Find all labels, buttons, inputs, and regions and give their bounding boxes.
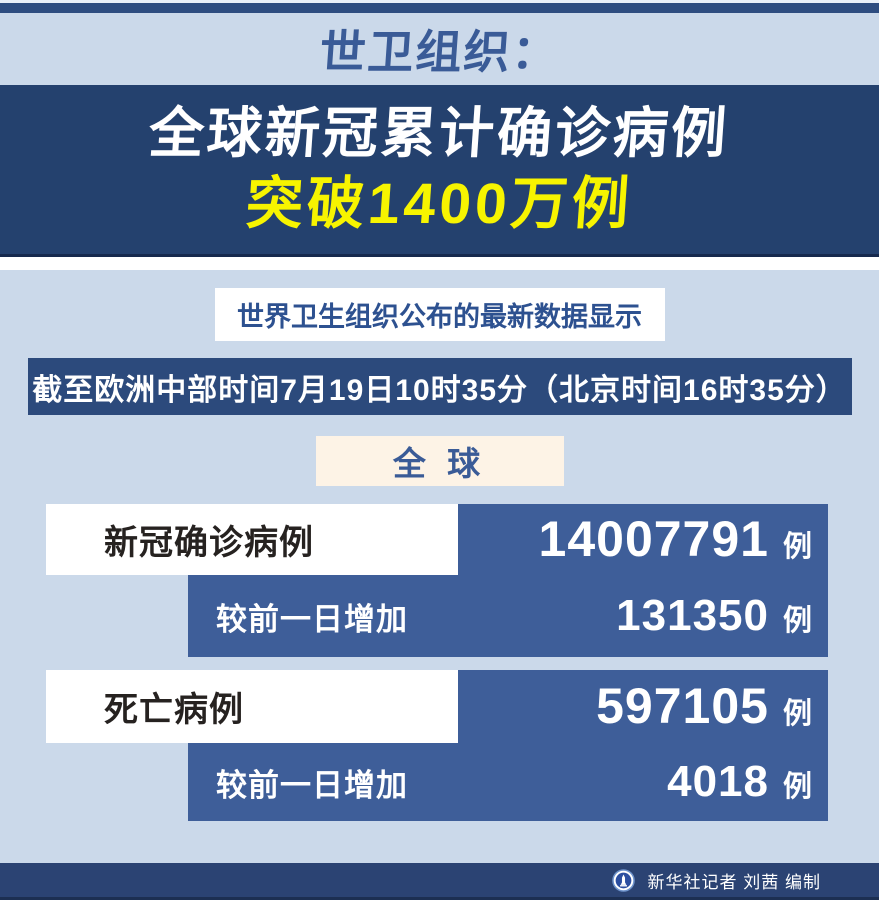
subtitle-text: 世界卫生组织公布的最新数据显示 xyxy=(237,302,642,332)
main-content: 世界卫生组织公布的最新数据显示 截至欧洲中部时间7月19日10时35分（北京时间… xyxy=(0,270,879,863)
stat-value: 597105 xyxy=(596,678,769,734)
main-title-line2: 突破1400万例 xyxy=(243,172,636,237)
xinhua-emblem-icon xyxy=(611,868,635,892)
footer-credit: 新华社记者 刘茜 编制 xyxy=(647,872,821,892)
top-light-strip xyxy=(0,0,879,3)
stat-label: 新冠确诊病例 xyxy=(104,524,314,562)
scope-badge: 全 球 xyxy=(315,436,564,486)
death-cases-group: 死亡病例 597105 例 较前一日增加 4018 例 xyxy=(0,670,879,821)
stat-sub-value-group: 4018 例 xyxy=(667,743,812,821)
stat-label-box: 新冠确诊病例 xyxy=(46,504,458,575)
stat-sub-value-group: 131350 例 xyxy=(616,575,812,657)
stat-sub-unit: 例 xyxy=(782,771,812,803)
subtitle-box: 世界卫生组织公布的最新数据显示 xyxy=(214,288,665,341)
stat-unit: 例 xyxy=(782,698,812,730)
top-navy-bar xyxy=(0,3,879,13)
footer-bar: 新华社记者 刘茜 编制 xyxy=(0,863,879,900)
stat-label-box: 死亡病例 xyxy=(46,670,458,743)
stat-sub-value: 131350 xyxy=(616,591,769,640)
time-note-text: 截至欧洲中部时间7月19日10时35分（北京时间16时35分） xyxy=(32,373,847,407)
stat-sub-value: 4018 xyxy=(667,757,769,806)
stat-label: 死亡病例 xyxy=(104,691,244,729)
org-title: 世卫组织： xyxy=(317,26,562,78)
divider-strip xyxy=(0,257,879,270)
scope-label: 全 球 xyxy=(392,445,487,482)
confirmed-cases-group: 新冠确诊病例 14007791 例 较前一日增加 131350 例 xyxy=(0,504,879,657)
stat-sub-label: 较前一日增加 xyxy=(216,768,408,803)
main-title-line1: 全球新冠累计确诊病例 xyxy=(147,101,732,164)
header: 世卫组织： xyxy=(0,13,879,85)
stat-value-box: 597105 例 xyxy=(458,670,828,743)
time-banner: 截至欧洲中部时间7月19日10时35分（北京时间16时35分） xyxy=(27,358,852,415)
table-row: 较前一日增加 4018 例 xyxy=(188,743,828,821)
table-row: 死亡病例 597105 例 xyxy=(46,670,828,743)
stat-unit: 例 xyxy=(782,531,812,563)
stat-value-box: 14007791 例 xyxy=(458,504,828,575)
stat-sub-label: 较前一日增加 xyxy=(216,602,408,637)
stat-value: 14007791 xyxy=(538,511,769,567)
title-banner: 全球新冠累计确诊病例 突破1400万例 xyxy=(0,85,879,257)
stat-sub-unit: 例 xyxy=(782,605,812,637)
table-row: 较前一日增加 131350 例 xyxy=(188,575,828,657)
table-row: 新冠确诊病例 14007791 例 xyxy=(46,504,828,575)
